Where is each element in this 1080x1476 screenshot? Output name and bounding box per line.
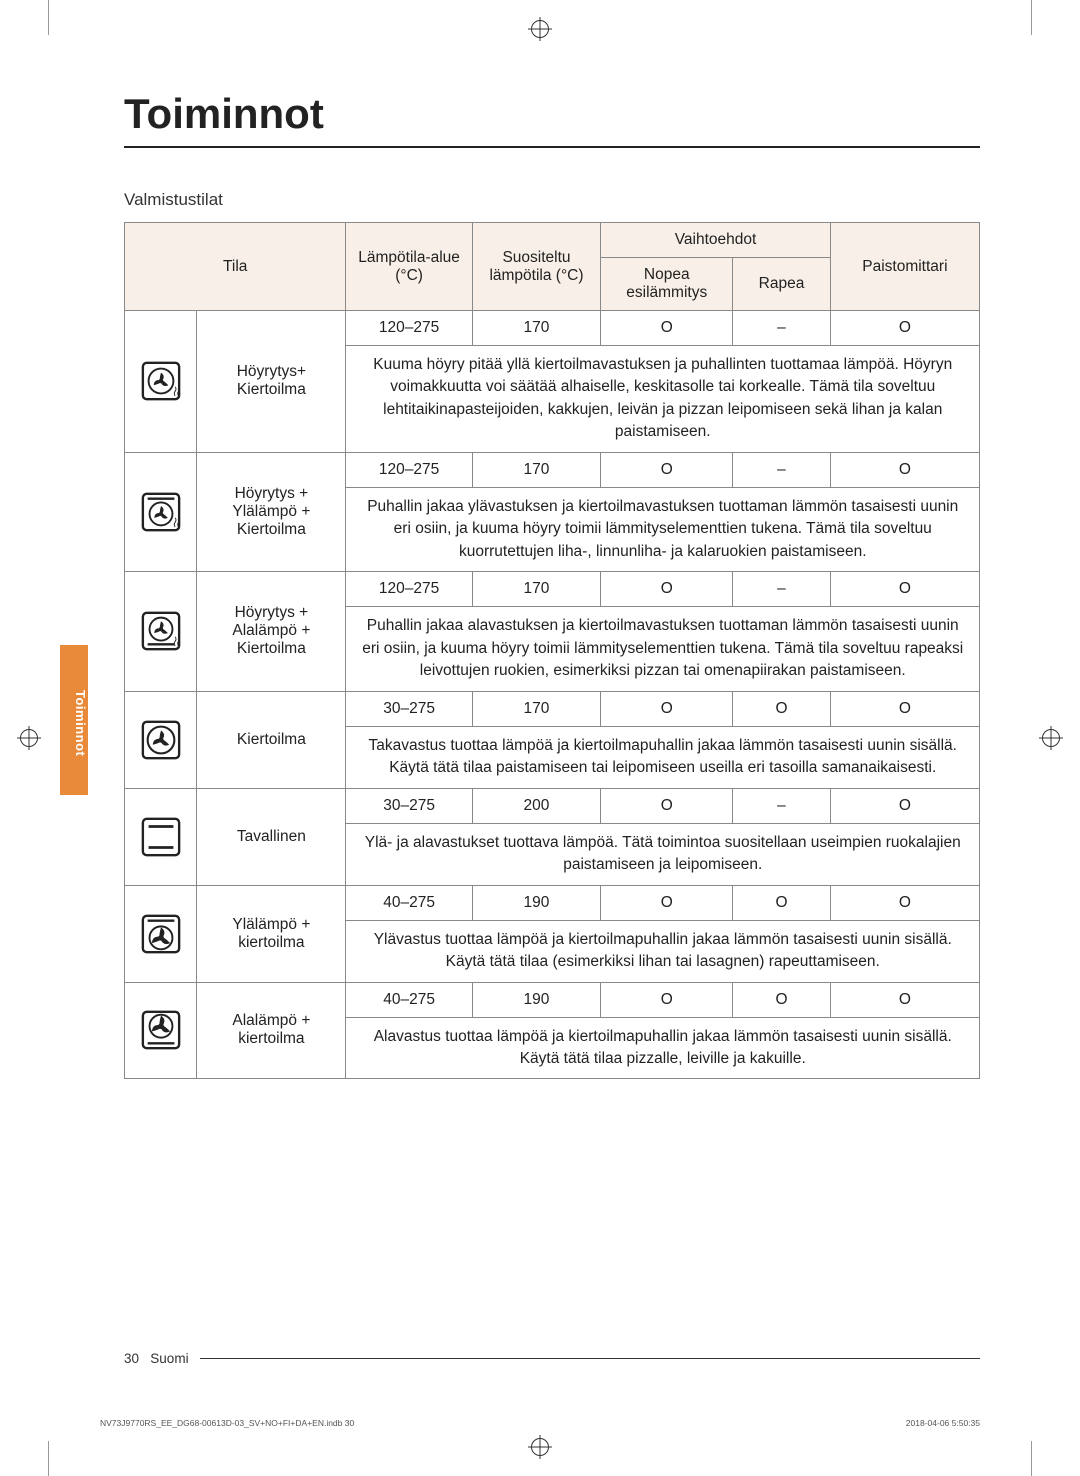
mode-description: Kuuma höyry pitää yllä kiertoilmavastuks… xyxy=(346,346,980,453)
recommended-temp: 190 xyxy=(472,885,601,920)
option-preheat: O xyxy=(601,885,733,920)
option-crisp: – xyxy=(733,572,831,607)
th-options: Vaihtoehdot xyxy=(601,223,831,258)
meat-probe: O xyxy=(830,452,979,487)
mode-description: Puhallin jakaa ylävastuksen ja kiertoilm… xyxy=(346,487,980,571)
mode-icon-cell xyxy=(125,788,197,885)
recommended-temp: 170 xyxy=(472,572,601,607)
option-crisp: O xyxy=(733,691,831,726)
th-recommended: Suositeltu lämpötila (°C) xyxy=(472,223,601,311)
recommended-temp: 170 xyxy=(472,452,601,487)
recommended-temp: 190 xyxy=(472,982,601,1017)
side-tab-label: Toiminnot xyxy=(60,690,88,756)
table-row: Alalämpö + kiertoilma 40–275 190 O O O xyxy=(125,982,980,1017)
option-crisp: – xyxy=(733,788,831,823)
th-option-preheat: Nopea esilämmitys xyxy=(601,258,733,311)
mode-icon xyxy=(140,610,182,652)
option-preheat: O xyxy=(601,691,733,726)
mode-name: Kiertoilma xyxy=(197,691,346,788)
page-footer: 30 Suomi xyxy=(124,1351,189,1366)
meat-probe: O xyxy=(830,691,979,726)
th-meat-probe: Paistomittari xyxy=(830,223,979,311)
mode-description: Takavastus tuottaa lämpöä ja kiertoilmap… xyxy=(346,726,980,788)
imprint-right: 2018-04-06 5:50:35 xyxy=(906,1418,980,1428)
temp-range: 120–275 xyxy=(346,311,472,346)
recommended-temp: 170 xyxy=(472,311,601,346)
table-row: Kiertoilma 30–275 170 O O O xyxy=(125,691,980,726)
title-rule xyxy=(124,146,980,148)
mode-icon xyxy=(140,816,182,858)
imprint-left: NV73J9770RS_EE_DG68-00613D-03_SV+NO+FI+D… xyxy=(100,1418,354,1428)
table-row: Tavallinen 30–275 200 O – O xyxy=(125,788,980,823)
option-preheat: O xyxy=(601,572,733,607)
page-number: 30 xyxy=(124,1351,139,1366)
mode-icon-cell xyxy=(125,452,197,571)
registration-mark xyxy=(1042,729,1060,747)
temp-range: 30–275 xyxy=(346,788,472,823)
mode-icon xyxy=(140,913,182,955)
mode-icon-cell xyxy=(125,885,197,982)
mode-name: Ylälämpö + kiertoilma xyxy=(197,885,346,982)
table-row: Höyrytys + Alalämpö + Kiertoilma 120–275… xyxy=(125,572,980,607)
table-row: Ylälämpö + kiertoilma 40–275 190 O O O xyxy=(125,885,980,920)
recommended-temp: 170 xyxy=(472,691,601,726)
mode-name: Alalämpö + kiertoilma xyxy=(197,982,346,1079)
option-crisp: – xyxy=(733,452,831,487)
temp-range: 30–275 xyxy=(346,691,472,726)
modes-table: Tila Lämpötila-alue (°C) Suositeltu lämp… xyxy=(124,222,980,1079)
meat-probe: O xyxy=(830,572,979,607)
mode-description: Ylävastus tuottaa lämpöä ja kiertoilmapu… xyxy=(346,920,980,982)
option-crisp: O xyxy=(733,982,831,1017)
option-crisp: – xyxy=(733,311,831,346)
page-language: Suomi xyxy=(150,1351,188,1366)
meat-probe: O xyxy=(830,982,979,1017)
meat-probe: O xyxy=(830,788,979,823)
mode-name: Höyrytys + Ylälämpö + Kiertoilma xyxy=(197,452,346,571)
crop-mark xyxy=(48,0,49,35)
table-row: Höyrytys+ Kiertoilma 120–275 170 O – O xyxy=(125,311,980,346)
page-title: Toiminnot xyxy=(124,90,980,138)
mode-icon xyxy=(140,360,182,402)
registration-mark xyxy=(531,20,549,38)
recommended-temp: 200 xyxy=(472,788,601,823)
mode-description: Ylä- ja alavastukset tuottava lämpöä. Tä… xyxy=(346,823,980,885)
temp-range: 40–275 xyxy=(346,885,472,920)
mode-icon xyxy=(140,719,182,761)
mode-name: Höyrytys+ Kiertoilma xyxy=(197,311,346,453)
table-row: Höyrytys + Ylälämpö + Kiertoilma 120–275… xyxy=(125,452,980,487)
option-preheat: O xyxy=(601,788,733,823)
crop-mark xyxy=(48,1441,49,1476)
registration-mark xyxy=(531,1438,549,1456)
mode-icon xyxy=(140,491,182,533)
option-crisp: O xyxy=(733,885,831,920)
option-preheat: O xyxy=(601,452,733,487)
temp-range: 120–275 xyxy=(346,452,472,487)
th-mode: Tila xyxy=(125,223,346,311)
option-preheat: O xyxy=(601,311,733,346)
temp-range: 40–275 xyxy=(346,982,472,1017)
mode-icon-cell xyxy=(125,311,197,453)
mode-icon xyxy=(140,1009,182,1051)
mode-name: Tavallinen xyxy=(197,788,346,885)
crop-mark xyxy=(1031,0,1032,35)
th-temp-range: Lämpötila-alue (°C) xyxy=(346,223,472,311)
temp-range: 120–275 xyxy=(346,572,472,607)
mode-name: Höyrytys + Alalämpö + Kiertoilma xyxy=(197,572,346,691)
option-preheat: O xyxy=(601,982,733,1017)
th-option-crisp: Rapea xyxy=(733,258,831,311)
mode-icon-cell xyxy=(125,691,197,788)
meat-probe: O xyxy=(830,311,979,346)
footer-rule xyxy=(200,1358,980,1359)
crop-mark xyxy=(1031,1441,1032,1476)
mode-icon-cell xyxy=(125,572,197,691)
mode-description: Alavastus tuottaa lämpöä ja kiertoilmapu… xyxy=(346,1017,980,1079)
section-subtitle: Valmistustilat xyxy=(124,190,980,210)
registration-mark xyxy=(20,729,38,747)
mode-icon-cell xyxy=(125,982,197,1079)
meat-probe: O xyxy=(830,885,979,920)
mode-description: Puhallin jakaa alavastuksen ja kiertoilm… xyxy=(346,607,980,691)
